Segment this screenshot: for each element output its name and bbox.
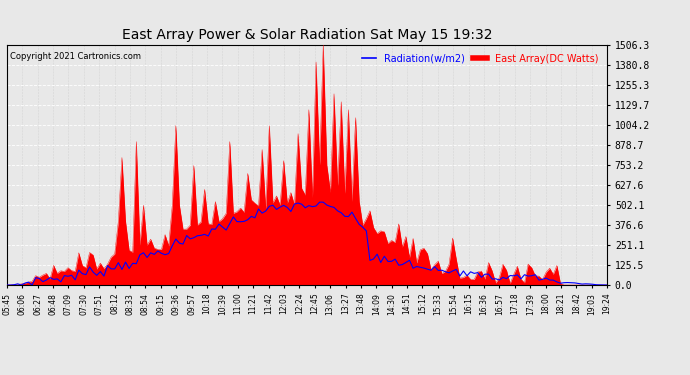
Legend: Radiation(w/m2), East Array(DC Watts): Radiation(w/m2), East Array(DC Watts) [357,50,602,68]
Title: East Array Power & Solar Radiation Sat May 15 19:32: East Array Power & Solar Radiation Sat M… [122,28,492,42]
Text: Copyright 2021 Cartronics.com: Copyright 2021 Cartronics.com [10,52,141,61]
